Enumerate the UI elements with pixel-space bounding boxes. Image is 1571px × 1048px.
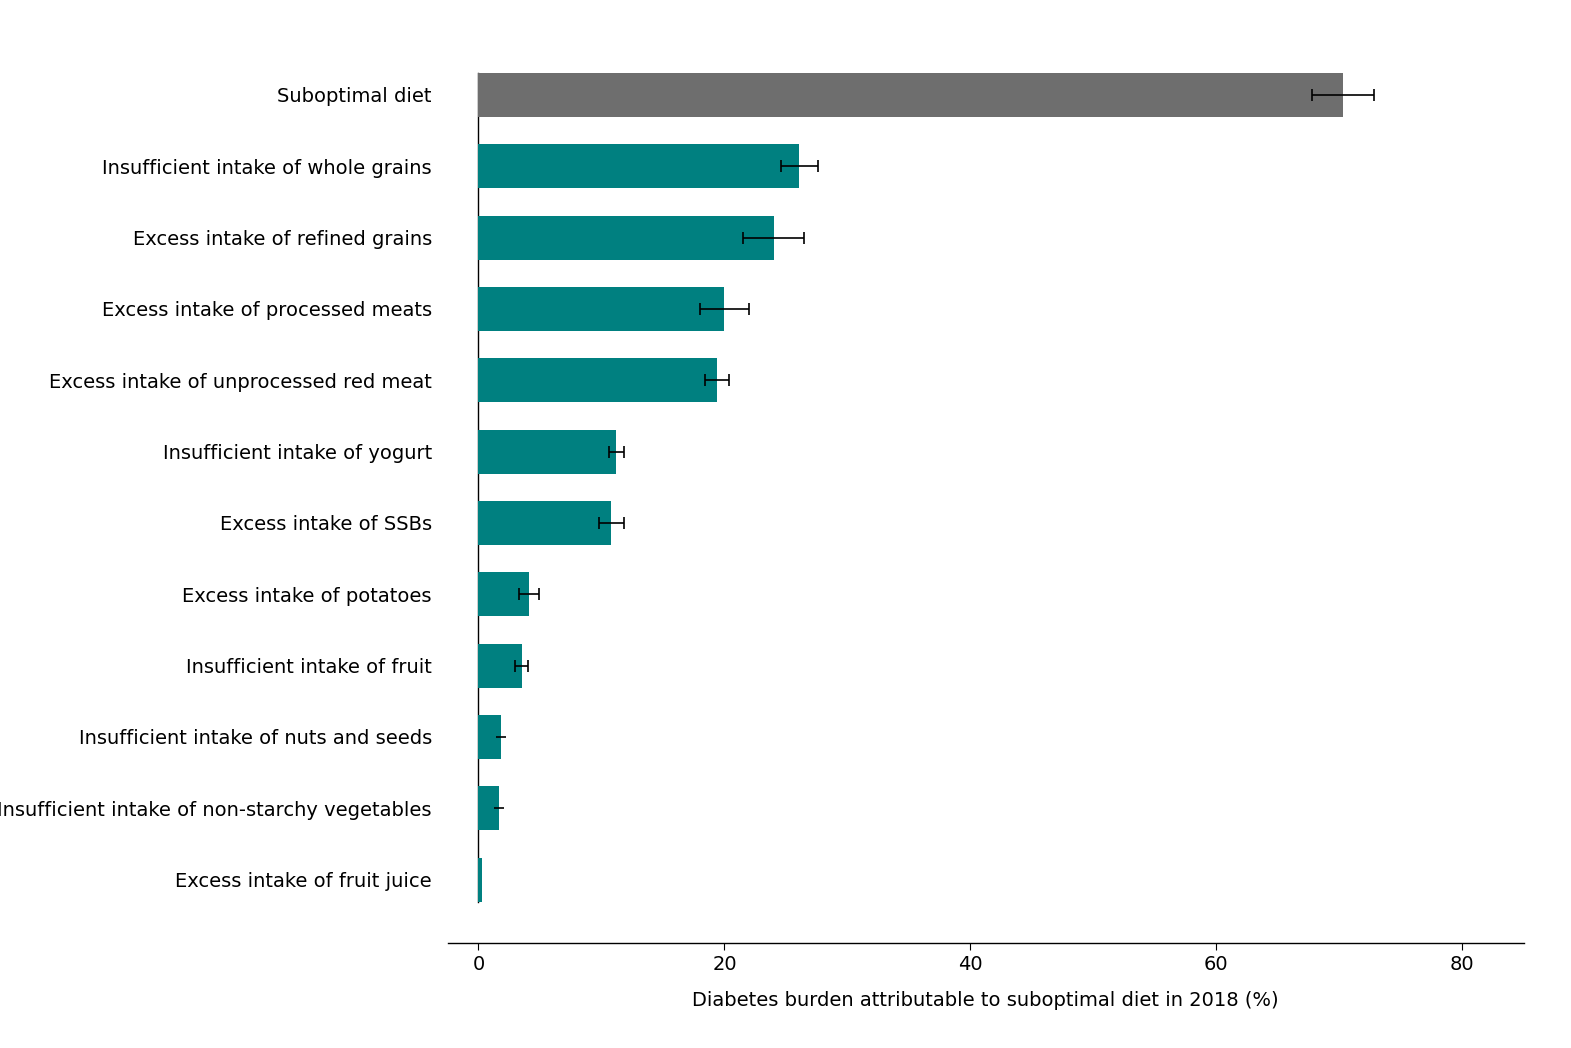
Bar [479,287,724,331]
Bar [479,358,716,402]
Bar [479,572,529,616]
Bar [479,430,616,474]
Bar [479,643,522,687]
Bar [479,715,501,759]
X-axis label: Diabetes burden attributable to suboptimal diet in 2018 (%): Diabetes burden attributable to suboptim… [693,990,1279,1009]
Bar [479,73,1343,117]
Bar [479,145,800,189]
Bar [479,216,773,260]
Bar [479,501,611,545]
Bar [479,786,500,830]
Bar [479,857,482,901]
